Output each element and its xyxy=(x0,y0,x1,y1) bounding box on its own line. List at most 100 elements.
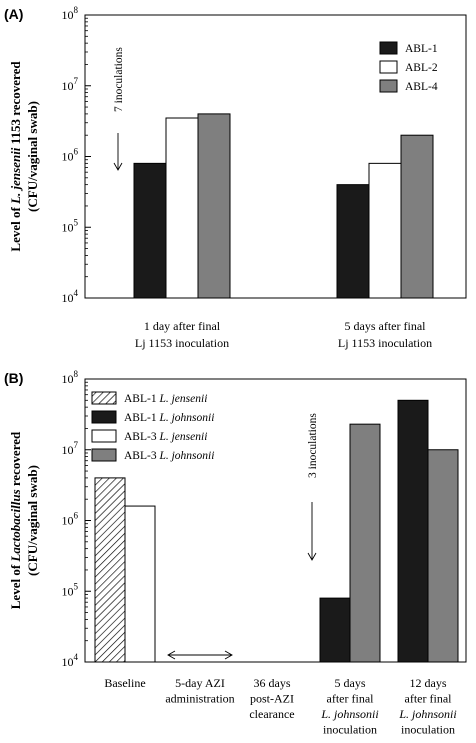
x-category-label: 5-day AZI xyxy=(175,676,225,690)
y-axis-label: Level of L. jensenii 1153 recovered xyxy=(8,61,23,252)
bar xyxy=(133,162,167,299)
legend-swatch xyxy=(379,60,398,74)
tick-base: 10 xyxy=(62,372,74,386)
legend-swatch xyxy=(379,79,398,93)
x-category-label: 36 days xyxy=(254,676,291,690)
tick-exponent: 6 xyxy=(74,511,79,521)
text-run: inoculation xyxy=(401,723,455,737)
tick-exponent: 6 xyxy=(74,147,79,157)
tick-exponent: 7 xyxy=(74,76,79,86)
x-category-label: L. johnsonii xyxy=(320,707,378,721)
tick-exponent: 4 xyxy=(74,652,79,662)
legend-swatch xyxy=(91,429,117,443)
y-axis-label: (CFU/vaginal swab) xyxy=(25,465,40,576)
y-axis-label: (CFU/vaginal swab) xyxy=(25,101,40,212)
x-category-label: after final xyxy=(405,692,453,706)
tick-exponent: 8 xyxy=(74,369,79,379)
legend-swatch xyxy=(91,391,117,405)
legend-label: ABL-2 xyxy=(405,62,438,74)
text-run: Level of xyxy=(8,562,23,610)
x-category-label: Lj 1153 inoculation xyxy=(338,336,432,350)
text-run: recovered xyxy=(8,431,23,489)
tick-exponent: 5 xyxy=(74,217,79,227)
bar xyxy=(197,113,231,299)
legend-label: ABL-3 L. jensenii xyxy=(124,431,207,443)
text-run: L. johnsonii xyxy=(158,450,214,462)
tick-base: 10 xyxy=(62,79,74,93)
x-category-label: Baseline xyxy=(104,676,145,690)
text-run: (CFU/vaginal swab) xyxy=(25,465,40,576)
tick-base: 10 xyxy=(62,514,74,528)
bar xyxy=(427,449,459,663)
x-category-label: administration xyxy=(165,692,234,706)
text-run: 5-day AZI xyxy=(175,676,225,690)
y-tick-label: 104 xyxy=(62,288,79,305)
bar xyxy=(124,505,156,663)
x-category-label: post-AZI xyxy=(250,692,294,706)
text-run: L. jensenii xyxy=(158,431,207,443)
text-run: ABL-3 xyxy=(124,450,159,462)
y-tick-label: 107 xyxy=(62,76,79,93)
tick-base: 10 xyxy=(62,655,74,669)
bar xyxy=(397,399,429,663)
legend-label: ABL-1 L. johnsonii xyxy=(124,412,214,424)
azi-double-arrow-head-left xyxy=(167,650,176,660)
y-axis-label: Level of Lactobacillus recovered xyxy=(8,431,23,609)
tick-exponent: 5 xyxy=(74,581,79,591)
text-run: ABL-3 xyxy=(124,431,159,443)
text-run: L. jensenii xyxy=(8,147,23,205)
azi-double-arrow-head-right xyxy=(224,650,233,660)
tick-base: 10 xyxy=(62,8,74,22)
x-category-label: L. johnsonii xyxy=(398,707,456,721)
y-tick-label: 107 xyxy=(62,440,79,457)
bar xyxy=(165,117,199,299)
y-tick-label: 105 xyxy=(62,217,79,234)
text-run: clearance xyxy=(249,707,294,721)
legend-label: ABL-1 L. jensenii xyxy=(124,393,207,405)
tick-exponent: 7 xyxy=(74,440,79,450)
x-category-label: Lj 1153 inoculation xyxy=(135,336,229,350)
text-run: 1153 recovered xyxy=(8,61,23,148)
text-run: Level of xyxy=(8,204,23,252)
bar xyxy=(94,477,126,663)
x-category-label: 5 days after final xyxy=(345,319,427,333)
text-run: after final xyxy=(327,692,375,706)
tick-base: 10 xyxy=(62,291,74,305)
inoculation-annotation: 3 inoculations xyxy=(307,413,319,478)
text-run: 12 days xyxy=(410,676,447,690)
inoculation-arrow-head xyxy=(113,162,123,171)
tick-exponent: 4 xyxy=(74,288,79,298)
panel-label: (B) xyxy=(4,370,23,386)
inoculation-annotation: 7 inoculations xyxy=(113,47,125,112)
text-run: inoculation xyxy=(323,723,377,737)
text-run: 5 days xyxy=(335,676,366,690)
tick-base: 10 xyxy=(62,150,74,164)
x-category-label: after final xyxy=(327,692,375,706)
bar xyxy=(319,597,351,663)
legend-swatch xyxy=(379,41,398,55)
text-run: after final xyxy=(405,692,453,706)
bar xyxy=(349,423,381,663)
y-tick-label: 106 xyxy=(62,147,79,164)
bar xyxy=(400,134,434,299)
tick-base: 10 xyxy=(62,584,74,598)
legend-swatch xyxy=(91,448,117,462)
text-run: ABL-1 xyxy=(124,412,159,424)
panel-label: (A) xyxy=(4,6,23,22)
x-category-label: 12 days xyxy=(410,676,447,690)
legend-label: ABL-4 xyxy=(405,81,438,93)
bar xyxy=(336,184,370,299)
x-category-label: 1 day after final xyxy=(144,319,221,333)
y-tick-label: 108 xyxy=(62,5,79,22)
x-category-label: inoculation xyxy=(323,723,377,737)
bar xyxy=(368,162,402,299)
legend-swatch xyxy=(91,410,117,424)
text-run: L. jensenii xyxy=(158,393,207,405)
text-run: ABL-1 xyxy=(124,393,159,405)
tick-base: 10 xyxy=(62,443,74,457)
y-tick-label: 108 xyxy=(62,369,79,386)
inoculation-arrow-head xyxy=(307,552,317,561)
